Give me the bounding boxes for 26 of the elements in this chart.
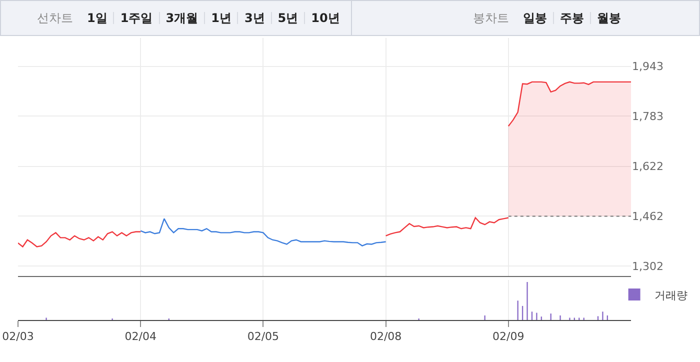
text: 선차트: [36, 11, 74, 25]
x-tick-label: 02/04: [124, 330, 156, 344]
text: 1년: [204, 11, 238, 25]
x-tick-label: 02/05: [247, 330, 280, 344]
text: 3개월: [158, 11, 204, 25]
y-tick-label: 1,462: [632, 210, 664, 224]
line-series: [140, 218, 386, 246]
text: 10년: [304, 11, 346, 25]
text: 5년: [270, 11, 304, 25]
y-tick-label: 1,622: [632, 160, 664, 174]
y-tick-label: 1,943: [632, 60, 664, 74]
text: 1일: [86, 11, 108, 25]
y-tick-label: 1,302: [632, 260, 664, 273]
text: 월봉: [590, 11, 627, 25]
line-series: [385, 217, 509, 236]
text: 3년: [237, 11, 271, 25]
text: 봉차트: [472, 11, 510, 25]
x-tick-label: 02/03: [2, 330, 34, 344]
text: 일봉: [522, 11, 548, 25]
legend-label: 거래량: [654, 288, 688, 302]
text: 1주일: [113, 11, 159, 25]
y-tick-label: 1,783: [632, 110, 664, 124]
x-tick-label: 02/09: [492, 330, 524, 344]
text: 주봉: [553, 11, 590, 25]
line-series: [18, 231, 142, 248]
x-tick-label: 02/08: [370, 330, 402, 344]
